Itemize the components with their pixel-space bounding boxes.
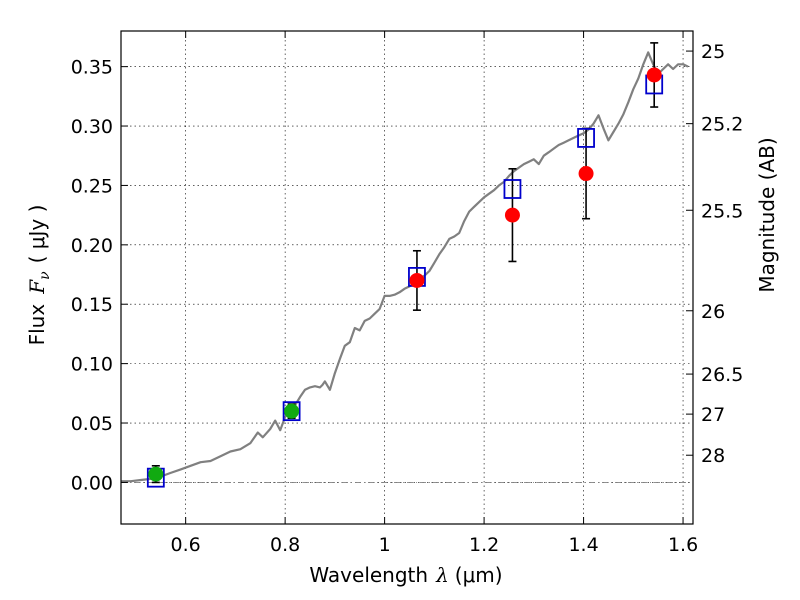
plot-frame <box>120 30 694 525</box>
y-axis-label-text: Flux <box>25 304 49 346</box>
x-tick-label: 0.8 <box>270 534 300 556</box>
y-tick-label: 0.15 <box>71 294 113 316</box>
y-tick-label: 0.25 <box>71 175 113 197</box>
red-data-point <box>578 166 594 182</box>
model-photometry-box <box>503 179 522 199</box>
y-axis-ticks: 0.00 0.05 0.10 0.15 0.20 0.25 0.30 0.35 <box>71 57 128 494</box>
y-tick-label: 0.20 <box>71 235 113 257</box>
x-axis-ticks: 0.6 0.8 1 1.2 1.4 1.6 <box>171 31 698 556</box>
magnitude-tick-label: 28 <box>701 445 725 467</box>
y-axis-title: Flux Fν ( μJy ) <box>25 205 53 346</box>
x-axis-label-text: Wavelength <box>309 563 428 587</box>
x-tick-label: 0.6 <box>171 534 201 556</box>
red-data-point <box>504 207 520 223</box>
y-axis-label-unit: ( μJy ) <box>25 205 49 264</box>
magnitude-axis-title: Magnitude (AB) <box>755 137 779 292</box>
x-tick-label: 1.6 <box>668 534 698 556</box>
model-photometry-box <box>282 401 301 422</box>
green-data-point <box>284 403 300 419</box>
y-tick-label: 0.05 <box>71 413 113 435</box>
magnitude-tick-label: 25.2 <box>701 114 743 136</box>
magnitude-tick-label: 25.5 <box>701 200 743 222</box>
y-axis-label-symbol: F <box>25 279 49 295</box>
y-tick-label: 0.35 <box>71 57 113 79</box>
y-axis-label-subscript: ν <box>37 271 53 280</box>
red-data-point <box>646 67 662 83</box>
x-axis-label-unit: (μm) <box>455 563 503 587</box>
magnitude-tick-label: 26.5 <box>701 364 743 386</box>
magnitude-tick-label: 27 <box>701 404 725 426</box>
y-tick-label: 0.30 <box>71 116 113 138</box>
red-data-point <box>409 272 425 288</box>
green-data-point <box>148 466 164 482</box>
x-tick-label: 1.4 <box>568 534 598 556</box>
x-axis-label-symbol: λ <box>435 563 449 587</box>
model-spectrum-line <box>121 51 689 483</box>
y-tick-label: 0.00 <box>71 472 113 494</box>
x-axis-title: Wavelength λ (μm) <box>309 563 502 587</box>
magnitude-tick-label: 25 <box>701 41 725 63</box>
magnitude-axis-ticks: 25 25.2 25.5 26 26.5 27 28 <box>686 41 743 467</box>
magnitude-tick-label: 26 <box>701 301 725 323</box>
x-tick-label: 1 <box>379 534 391 556</box>
x-tick-label: 1.2 <box>469 534 499 556</box>
y-tick-label: 0.10 <box>71 354 113 376</box>
observed-points <box>148 67 662 482</box>
model-photometry-box <box>577 128 595 148</box>
model-spectrum-path <box>121 51 689 483</box>
